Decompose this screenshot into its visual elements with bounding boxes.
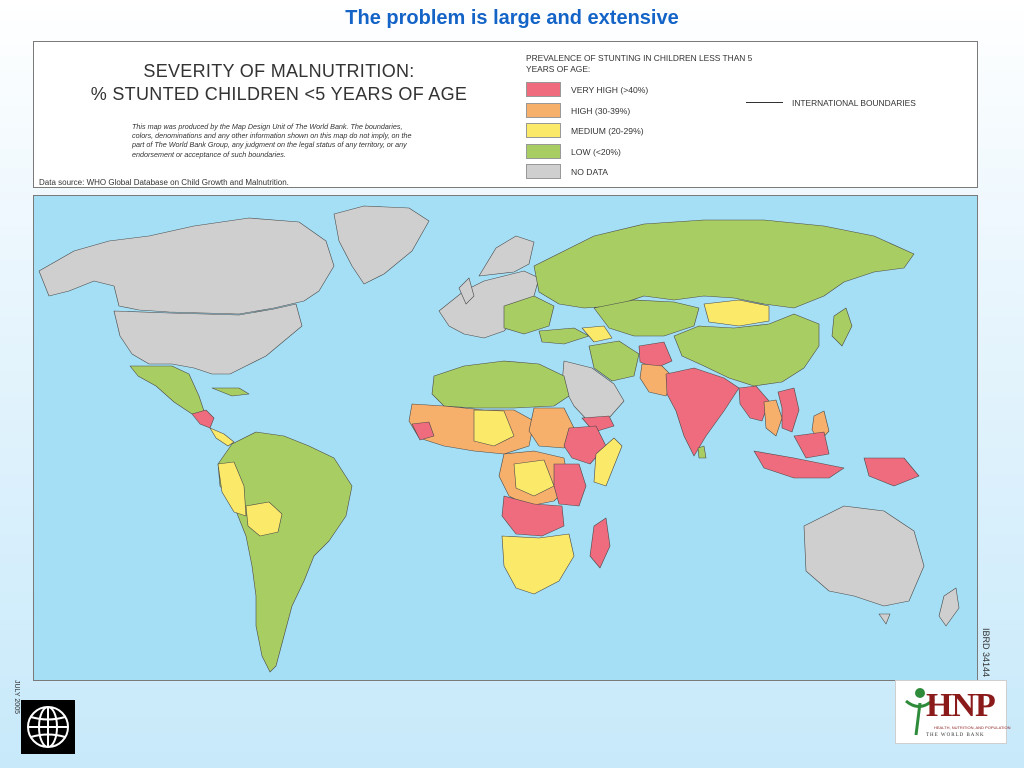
legend-label: HIGH (30-39%) [571,106,631,116]
hnp-logo-bottom-text: THE WORLD BANK [926,733,985,738]
region-guinea [411,421,435,441]
map-heading-line-1: SEVERITY OF MALNUTRITION: [143,61,415,81]
region-indonesia [753,450,845,479]
region-australia [803,505,925,607]
region-sri-lanka [697,445,707,459]
region-angola-zambia [501,495,565,537]
region-madagascar [589,517,611,569]
map-heading: SEVERITY OF MALNUTRITION: % STUNTED CHIL… [84,60,474,106]
region-east-africa [553,463,587,507]
region-laos-vietnam [777,387,800,433]
data-source: Data source: WHO Global Database on Chil… [39,178,289,187]
region-new-zealand [938,587,960,627]
hnp-figure-icon [905,688,936,736]
map-heading-line-2: % STUNTED CHILDREN <5 YEARS OF AGE [90,84,468,104]
region-peru [217,461,247,517]
region-borneo [793,431,830,459]
region-ethiopia [563,425,607,465]
region-bangladesh-myanmar [738,385,770,422]
legend-label: LOW (<20%) [571,147,621,157]
map-date-label: JULY 2005 [13,680,20,714]
region-tasmania [878,613,891,625]
hnp-logo: HNP HEALTH, NUTRITION, AND POPULATION TH… [895,680,1011,744]
world-bank-logo [21,700,75,754]
region-caucasus [581,325,613,343]
region-bolivia [245,501,283,537]
region-eastern-europe [503,295,555,335]
map-id-label: IBRD 34144 [981,628,991,678]
legend-swatch [526,103,561,118]
hnp-logo-subtext: HEALTH, NUTRITION, AND POPULATION [934,725,1011,730]
region-usa [113,303,303,375]
region-papua [863,457,920,487]
globe-icon [27,706,69,748]
region-afghanistan [638,341,673,369]
world-map [33,195,978,681]
region-russia [533,219,915,309]
map-disclaimer: This map was produced by the Map Design … [132,122,412,159]
legend-swatch [526,164,561,179]
boundary-line-sample [746,102,783,103]
legend-swatch [526,144,561,159]
region-south-america [217,431,353,673]
region-pakistan [639,363,675,397]
legend-label: VERY HIGH (>40%) [571,85,649,95]
region-scandinavia [478,235,535,277]
region-sudan [528,407,575,449]
boundary-label: INTERNATIONAL BOUNDARIES [792,98,916,108]
hnp-logo-text: HNP [926,687,996,724]
region-china [673,313,820,387]
region-mongolia [703,299,770,327]
region-north-america-north [38,217,335,315]
region-southern-africa [501,533,575,595]
legend-label: NO DATA [571,167,608,177]
region-greenland [333,205,430,285]
region-uk [458,277,475,305]
region-central-america [191,409,215,429]
legend-title: PREVALENCE OF STUNTING IN CHILDREN LESS … [526,53,753,74]
legend-label: MEDIUM (20-29%) [571,126,644,136]
slide-title: The problem is large and extensive [345,7,679,29]
world-map-svg [38,205,960,673]
region-caribbean [211,387,250,397]
region-japan [831,307,853,347]
region-india [665,367,740,457]
region-panama [209,427,235,447]
region-somalia [593,437,623,487]
region-central-asia [593,299,700,337]
region-thailand [763,399,783,437]
legend-swatch [526,123,561,138]
region-iran [588,340,640,382]
region-turkey [538,327,590,345]
region-sahel-medium [473,409,515,447]
map-legend-panel: SEVERITY OF MALNUTRITION: % STUNTED CHIL… [33,41,978,188]
region-north-africa [431,360,570,409]
legend-swatch [526,82,561,97]
region-drc [513,459,555,497]
region-mexico [129,365,205,415]
